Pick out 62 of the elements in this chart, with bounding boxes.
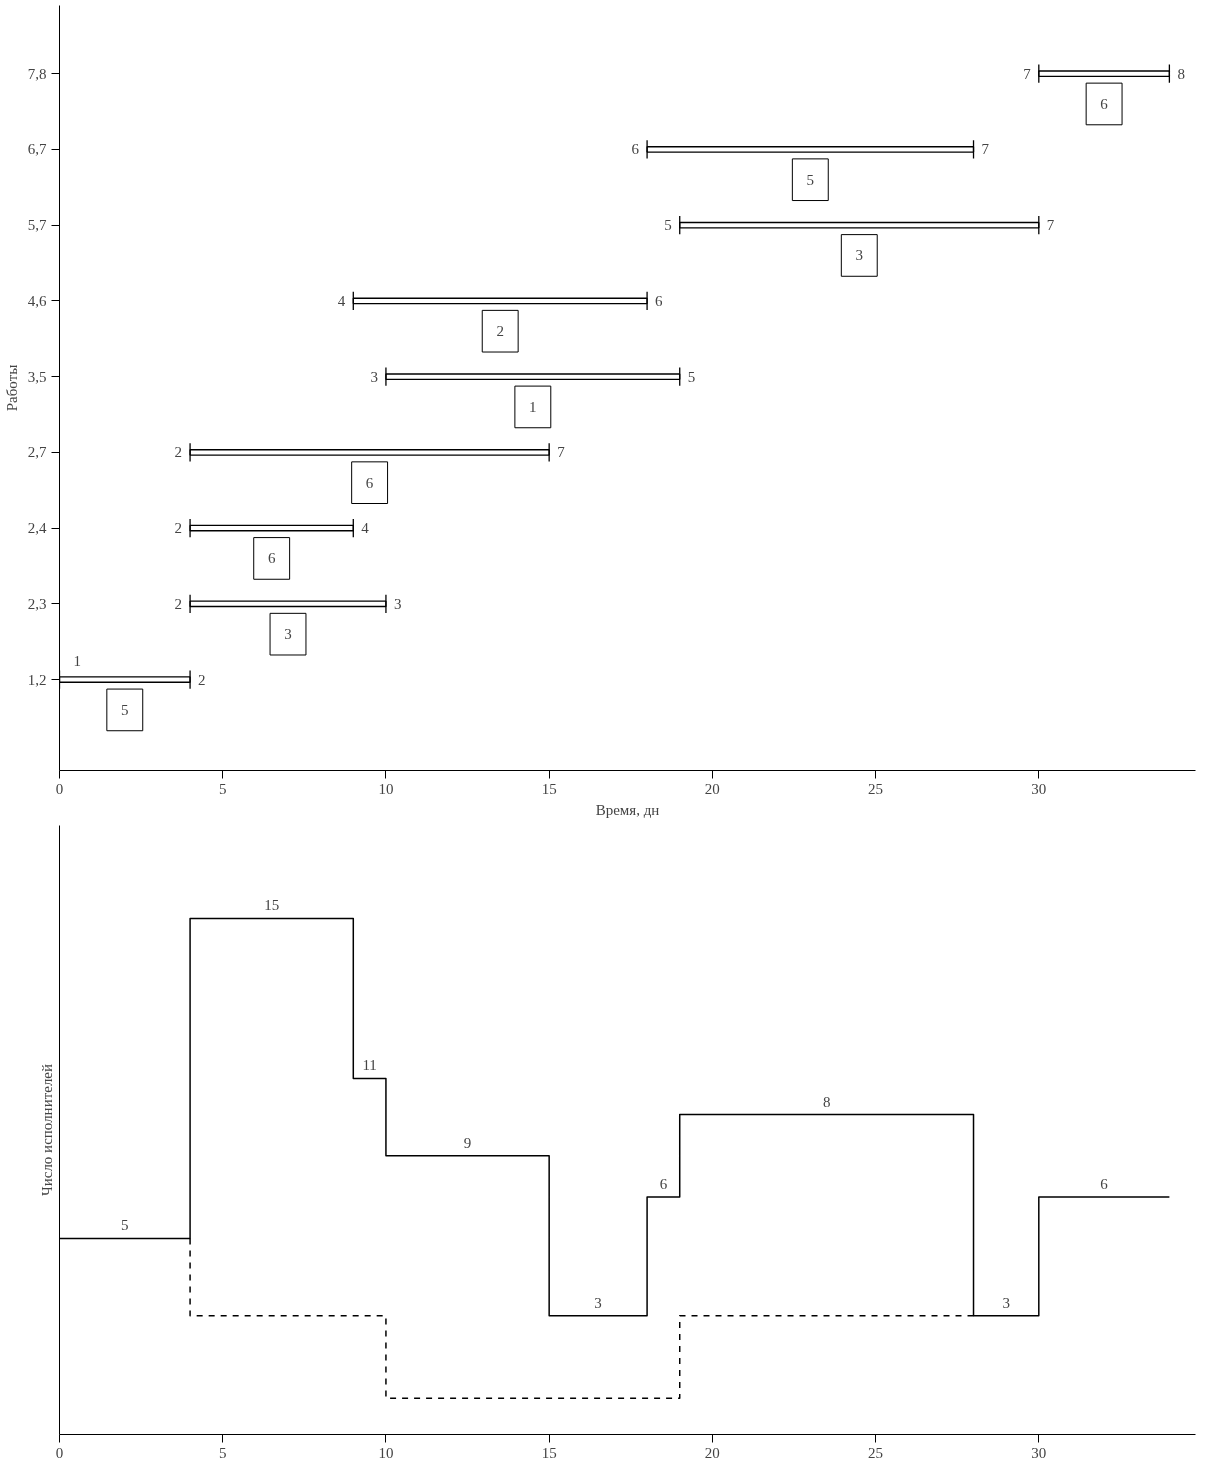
annotation: 7: [1046, 217, 1055, 234]
x-tick-label: 10: [378, 780, 394, 797]
x-tick-label: 20: [704, 1444, 720, 1461]
y-tick-label: 7,8: [27, 65, 47, 82]
x-axis-title: Время, дн: [595, 801, 660, 818]
annotation: 4: [337, 292, 346, 309]
annotation: 11: [362, 1057, 377, 1074]
annotation: 7: [557, 444, 566, 461]
y-tick-label: 2,4: [27, 520, 47, 537]
y-tick-label: 2,3: [27, 595, 47, 612]
x-tick-label: 5: [218, 780, 227, 797]
annotation: 9: [463, 1134, 472, 1151]
annotation: 5: [664, 217, 672, 234]
annotation: 2: [174, 444, 183, 461]
x-tick-label: 25: [868, 780, 884, 797]
annotation: 1: [73, 652, 81, 669]
x-tick-label: 0: [55, 780, 64, 797]
annotation: 8: [1177, 65, 1185, 82]
annotation: 3: [1002, 1294, 1010, 1311]
annotation: 4: [361, 520, 370, 537]
annotation: 8: [822, 1093, 831, 1110]
annotation: 6: [1100, 95, 1109, 112]
annotation: 2: [174, 520, 183, 537]
y-tick-label: 5,7: [27, 217, 47, 234]
annotation: 5: [687, 368, 696, 385]
annotation: 3: [855, 247, 864, 264]
annotation: 5: [121, 1217, 129, 1234]
annotation: 3: [284, 626, 292, 643]
x-tick-label: 5: [218, 1444, 227, 1461]
x-tick-label: 25: [868, 1444, 884, 1461]
x-tick-label: 15: [541, 1444, 557, 1461]
y-tick-label: 3,5: [27, 368, 47, 385]
x-tick-label: 30: [1031, 780, 1047, 797]
annotation: 6: [267, 550, 276, 567]
x-tick-label: 10: [378, 1444, 394, 1461]
annotation: 7: [981, 141, 990, 158]
x-tick-label: 20: [704, 780, 720, 797]
annotation: 3: [393, 595, 402, 612]
y-axis-title: Число исполнителей: [38, 1063, 55, 1197]
annotation: 5: [806, 171, 815, 188]
y-tick-label: 1,2: [27, 671, 47, 688]
annotation: 2: [174, 595, 183, 612]
y-tick-label: 2,7: [27, 444, 47, 461]
annotation: 6: [631, 141, 640, 158]
annotation: 6: [659, 1176, 668, 1193]
annotation: 1: [529, 398, 537, 415]
y-tick-label: 6,7: [27, 141, 47, 158]
y-tick-label: 4,6: [27, 292, 47, 309]
x-tick-label: 0: [55, 1444, 64, 1461]
annotation: 3: [370, 368, 378, 385]
annotation: 2: [496, 323, 504, 340]
y-axis-title: Работы: [3, 364, 20, 412]
annotation: 7: [1023, 65, 1032, 82]
annotation: 2: [198, 671, 206, 688]
x-tick-label: 30: [1031, 1444, 1047, 1461]
annotation: 6: [655, 292, 664, 309]
annotation: 5: [121, 701, 129, 718]
annotation: 15: [264, 897, 280, 914]
annotation: 6: [365, 474, 374, 491]
annotation: 3: [594, 1294, 602, 1311]
annotation: 6: [1100, 1176, 1109, 1193]
x-tick-label: 15: [541, 780, 557, 797]
